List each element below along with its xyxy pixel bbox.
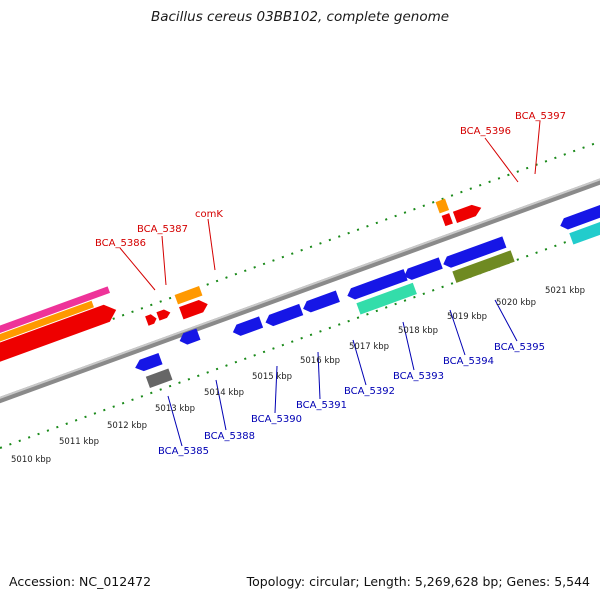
- gene-bca-5395[interactable]: [452, 250, 515, 283]
- scale-label: 5019 kbp: [447, 312, 487, 322]
- gene-label-bca-5386[interactable]: BCA_5386: [95, 238, 146, 249]
- gene-label-bca-5393[interactable]: BCA_5393: [393, 371, 444, 382]
- scale-label: 5013 kbp: [155, 404, 195, 414]
- gene-bca-5386[interactable]: [145, 313, 158, 326]
- gene-bca-5395-arrow[interactable]: [441, 236, 507, 270]
- gene-label-bca-5395[interactable]: BCA_5395: [494, 342, 545, 353]
- scale-label: 5021 kbp: [545, 286, 585, 296]
- gene-feature-red-mid[interactable]: [179, 298, 210, 320]
- gene-label-bca-5385[interactable]: BCA_5385: [158, 446, 209, 457]
- leader-lines-top: [119, 120, 541, 291]
- gene-feature-magenta[interactable]: [0, 286, 111, 352]
- bottom-gene-labels: BCA_5385 BCA_5388 BCA_5390 BCA_5391 BCA_…: [158, 342, 545, 457]
- gene-comk[interactable]: [174, 286, 203, 305]
- gene-bca-5388[interactable]: [178, 328, 201, 347]
- scale-label: 5017 kbp: [349, 342, 389, 352]
- page-title: Bacillus cereus 03BB102, complete genome: [150, 9, 450, 25]
- gene-bca-5385[interactable]: [133, 352, 163, 374]
- top-gene-labels: BCA_5386 BCA_5387 comK BCA_5396 BCA_5397: [95, 111, 566, 249]
- gene-label-comk[interactable]: comK: [195, 209, 223, 220]
- scale-label: 5018 kbp: [398, 326, 438, 336]
- genome-backbone: [0, 168, 600, 407]
- gene-label-bca-5388[interactable]: BCA_5388: [204, 431, 255, 442]
- gene-label-bca-5390[interactable]: BCA_5390: [251, 414, 302, 425]
- gene-bca-5394[interactable]: [402, 257, 443, 282]
- reverse-genes: [133, 201, 600, 388]
- lower-tick-track: [0, 221, 600, 449]
- gene-label-bca-5396[interactable]: BCA_5396: [460, 126, 511, 137]
- gene-bca-5392[interactable]: [301, 290, 340, 315]
- gene-label-bca-5391[interactable]: BCA_5391: [296, 400, 347, 411]
- forward-genes: [0, 198, 483, 377]
- gene-label-bca-5392[interactable]: BCA_5392: [344, 386, 395, 397]
- scale-label: 5012 kbp: [107, 421, 147, 431]
- scale-label: 5014 kbp: [204, 388, 244, 398]
- gene-feature-red-left[interactable]: [0, 301, 119, 377]
- gene-bca-5393[interactable]: [356, 282, 417, 315]
- gene-feature-orange-left[interactable]: [0, 300, 94, 359]
- scale-label: 5016 kbp: [300, 356, 340, 366]
- gene-bca-5397[interactable]: [441, 213, 453, 227]
- gene-label-bca-5387[interactable]: BCA_5387: [137, 224, 188, 235]
- scale-label: 5015 kbp: [252, 372, 292, 382]
- accession-text: Accession: NC_012472: [9, 574, 152, 589]
- gene-bca-5393-arrow[interactable]: [345, 269, 408, 301]
- gene-feature-gray[interactable]: [145, 368, 173, 388]
- gene-label-bca-5394[interactable]: BCA_5394: [443, 356, 494, 367]
- gene-label-bca-5397[interactable]: BCA_5397: [515, 111, 566, 122]
- topology-text: Topology: circular; Length: 5,269,628 bp…: [246, 574, 590, 589]
- gene-bca-5387[interactable]: [156, 308, 171, 321]
- gene-bca-5390[interactable]: [231, 316, 264, 338]
- scale-label: 5010 kbp: [11, 455, 51, 465]
- scale-labels: 5010 kbp 5011 kbp 5012 kbp 5013 kbp 5014…: [11, 286, 585, 465]
- gene-bca-5396[interactable]: [435, 198, 450, 214]
- gene-feature-red-right[interactable]: [452, 202, 483, 224]
- gene-feature-cyan[interactable]: [569, 216, 600, 245]
- gene-bca-5391[interactable]: [263, 303, 304, 328]
- leader-lines-bottom: [167, 299, 518, 447]
- scale-label: 5020 kbp: [496, 298, 536, 308]
- scale-label: 5011 kbp: [59, 437, 99, 447]
